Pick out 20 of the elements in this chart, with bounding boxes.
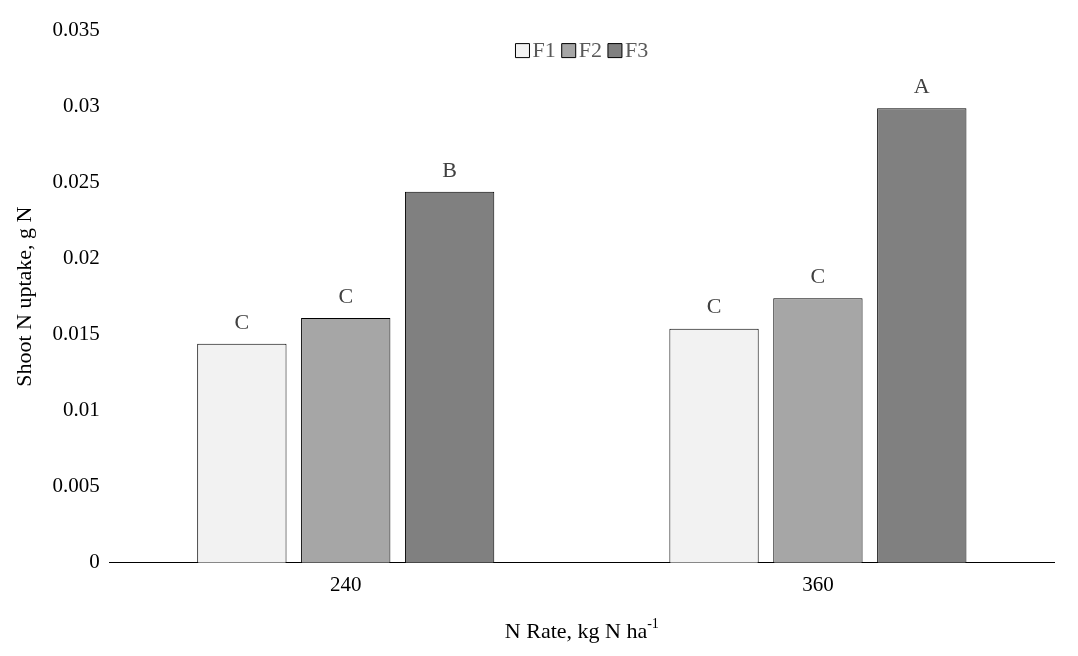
y-tick-label: 0.02 <box>62 245 100 270</box>
data-label: C <box>706 293 722 319</box>
data-label: C <box>810 263 826 288</box>
data-label: B <box>442 156 457 182</box>
data-label: C <box>338 282 354 308</box>
legend-label: F3 <box>624 37 649 63</box>
y-tick-label: 0.005 <box>52 473 100 498</box>
data-label: A <box>913 72 930 98</box>
y-tick-label: 0.025 <box>52 169 100 194</box>
y-tick-label: 0.01 <box>62 397 100 422</box>
data-label: C <box>234 308 250 334</box>
legend-label: F1 <box>532 37 556 63</box>
y-tick-label: 0.015 <box>52 321 100 346</box>
y-axis-title: Shoot N uptake, g N <box>10 206 36 387</box>
legend-label: F2 <box>578 37 602 63</box>
x-tick-label: 360 <box>802 571 834 596</box>
y-tick-label: 0 <box>89 549 100 574</box>
y-tick-label: 0.035 <box>52 17 100 42</box>
y-tick-label: 0.03 <box>62 93 100 118</box>
x-tick-label: 240 <box>329 571 362 596</box>
